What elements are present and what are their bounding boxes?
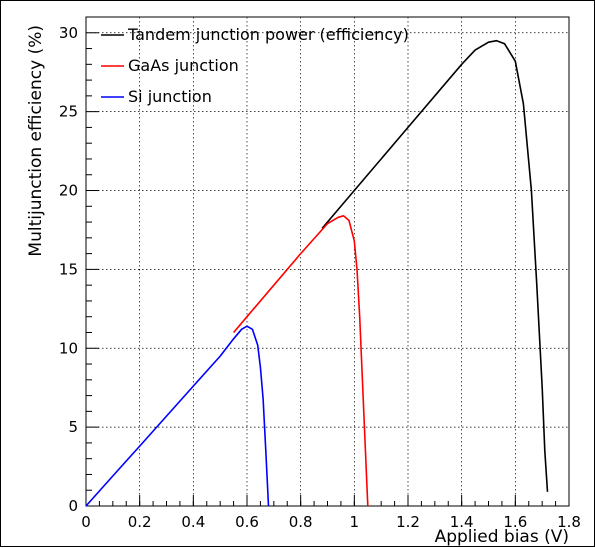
legend-label-gaas: GaAs junction [128,56,239,75]
legend: Tandem junction power (efficiency) GaAs … [101,25,409,106]
y-tick-label: 5 [68,418,78,436]
series-line-gaas [232,215,369,507]
x-tick-label: 0.2 [128,513,152,531]
grid [86,17,569,506]
series-line-tandem [321,39,549,492]
y-tick-label: 0 [68,497,78,515]
x-tick-label: 1 [350,513,360,531]
y-tick-label: 30 [59,24,78,42]
x-tick-label: 0.4 [181,513,205,531]
plot-area [86,17,569,506]
y-tick-label: 25 [59,103,78,121]
y-tick-label: 10 [59,339,78,357]
series-line-si [85,325,270,507]
x-tick-label: 1.2 [396,513,420,531]
y-tick-label: 20 [59,182,78,200]
axis-ticks: 0 0.2 0.4 0.6 0.8 1 1.2 1.4 1.6 1.8 0 5 10 15 20 25 30 [59,16,581,531]
x-tick-label: 1.4 [450,513,474,531]
y-axis-title: Multijunction efficiency (%) [26,25,46,257]
x-tick-label: 1.6 [503,513,527,531]
x-tick-label: 0 [81,513,91,531]
x-tick-label: 0.8 [289,513,313,531]
series-group [85,39,549,507]
legend-label-tandem: Tandem junction power (efficiency) [127,25,409,44]
x-tick-label: 1.8 [557,513,581,531]
y-tick-label: 15 [59,260,78,278]
x-axis-title: Applied bias (V) [435,527,569,547]
x-tick-label: 0.6 [235,513,259,531]
legend-label-si: Si junction [128,87,212,106]
